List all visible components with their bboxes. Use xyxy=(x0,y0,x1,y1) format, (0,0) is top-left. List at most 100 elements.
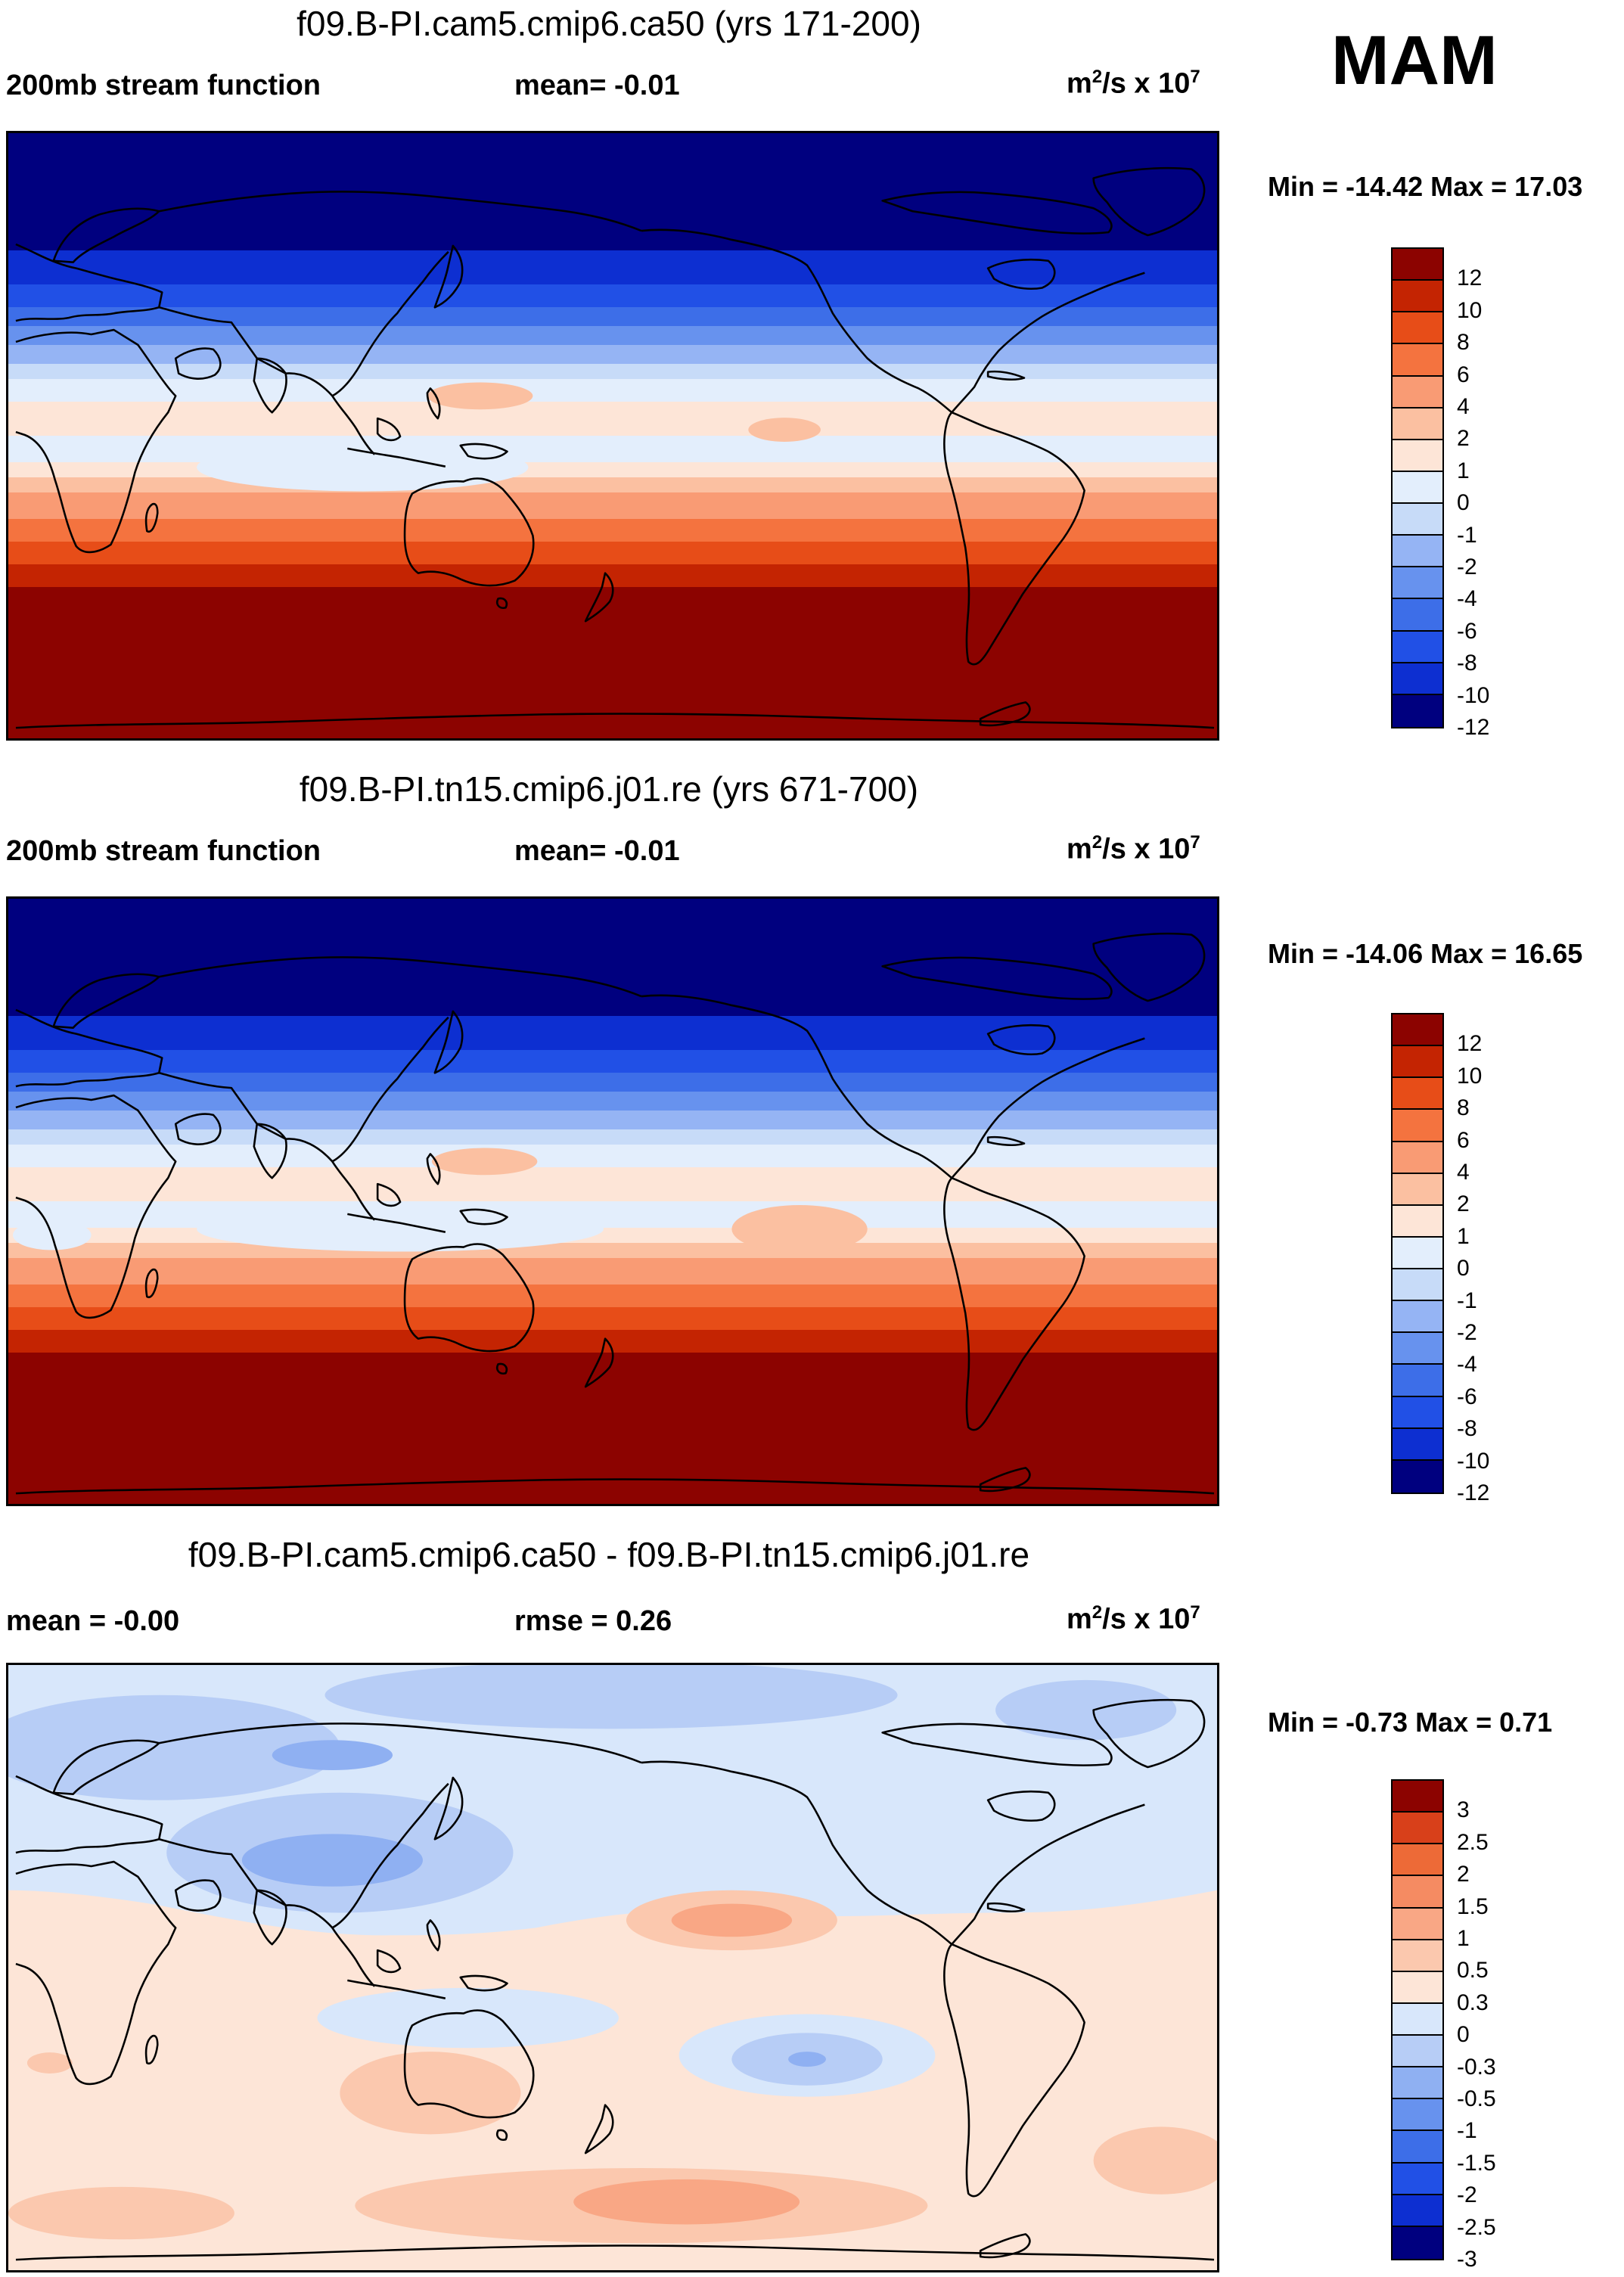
coastline-segment xyxy=(986,370,1026,381)
zonal-band xyxy=(8,1039,1217,1043)
panel1-bands xyxy=(8,133,1217,738)
zonal-band xyxy=(8,1489,1217,1493)
panel1-colorbar xyxy=(1391,247,1444,728)
colorbar-tick-label: 0 xyxy=(1457,490,1470,516)
units-mid: /s x 10 xyxy=(1102,1603,1191,1636)
panel2-colorbar xyxy=(1391,1013,1444,1494)
zonal-band xyxy=(8,345,1217,349)
zonal-band xyxy=(8,477,1217,482)
colorbar-swatch xyxy=(1393,1876,1442,1909)
colorbar-tick-label: -10 xyxy=(1457,1448,1490,1474)
zonal-band xyxy=(8,451,1217,455)
zonal-band xyxy=(8,940,1217,945)
units-base: m xyxy=(1067,1603,1092,1636)
zonal-band xyxy=(8,409,1217,414)
colorbar-tick-label: -12 xyxy=(1457,715,1490,740)
coastline-segment xyxy=(331,1927,376,1987)
coastline-segment xyxy=(15,328,177,554)
coastline-segment xyxy=(426,1153,441,1185)
zonal-band xyxy=(8,1300,1217,1304)
zonal-band xyxy=(8,277,1217,281)
zonal-band xyxy=(8,1443,1217,1448)
zonal-band xyxy=(8,243,1217,247)
zonal-band xyxy=(8,383,1217,387)
coastline-segment xyxy=(253,1123,287,1179)
coastline-segment xyxy=(331,1160,376,1221)
zonal-band xyxy=(8,1171,1217,1176)
panel1-mean-label: mean= -0.01 xyxy=(514,70,680,101)
zonal-band xyxy=(8,914,1217,918)
zonal-band xyxy=(8,1167,1217,1172)
zonal-band xyxy=(8,1175,1217,1179)
panel3-blob-greenland xyxy=(995,1679,1177,1741)
zonal-band xyxy=(8,167,1217,172)
coastline-segment xyxy=(174,1879,222,1912)
panel1-title: f09.B-PI.cam5.cmip6.ca50 (yrs 171-200) xyxy=(297,4,921,43)
zonal-band xyxy=(8,1095,1217,1100)
zonal-band xyxy=(8,405,1217,410)
zonal-band xyxy=(8,235,1217,240)
zonal-band xyxy=(8,201,1217,206)
coastline-segment xyxy=(15,713,1215,729)
zonal-band xyxy=(8,1042,1217,1047)
zonal-band xyxy=(8,1228,1217,1232)
zonal-band xyxy=(8,1345,1217,1350)
coastline-segment xyxy=(426,387,441,420)
zonal-band xyxy=(8,561,1217,565)
panel1-blob-central-pos xyxy=(748,418,821,442)
colorbar-swatch xyxy=(1393,1940,1442,1972)
colorbar-tick-label: 10 xyxy=(1457,297,1483,323)
colorbar-swatch xyxy=(1393,1301,1442,1334)
zonal-band xyxy=(8,1073,1217,1077)
zonal-band xyxy=(8,1247,1217,1251)
zonal-band xyxy=(8,387,1217,391)
zonal-band xyxy=(8,1387,1217,1391)
zonal-band xyxy=(8,250,1217,255)
zonal-band xyxy=(8,617,1217,622)
zonal-band xyxy=(8,982,1217,986)
zonal-band xyxy=(8,678,1217,682)
panel1-coastlines xyxy=(15,166,1215,729)
zonal-band xyxy=(8,682,1217,686)
coastline-segment xyxy=(144,2034,159,2065)
zonal-band xyxy=(8,1285,1217,1289)
coastline-segment xyxy=(1092,932,1206,1002)
zonal-band xyxy=(8,500,1217,505)
panel2-blob-indian-neg xyxy=(197,1206,604,1252)
zonal-band xyxy=(8,1061,1217,1066)
zonal-band xyxy=(8,1035,1217,1039)
zonal-band xyxy=(8,1118,1217,1123)
zonal-band xyxy=(8,337,1217,342)
coastline-segment xyxy=(347,447,446,468)
zonal-band xyxy=(8,1232,1217,1236)
coastline-segment xyxy=(158,1016,449,1163)
colorbar-tick-label: 4 xyxy=(1457,1160,1470,1185)
zonal-band xyxy=(8,224,1217,228)
zonal-band xyxy=(8,1447,1217,1452)
colorbar-swatch xyxy=(1393,2099,1442,2132)
colorbar-swatch xyxy=(1393,663,1442,695)
colorbar-swatch xyxy=(1393,1781,1442,1813)
zonal-band xyxy=(8,262,1217,266)
colorbar-tick-label: 6 xyxy=(1457,362,1470,387)
colorbar-tick-label: 1 xyxy=(1457,1223,1470,1249)
zonal-band xyxy=(8,1194,1217,1198)
colorbar-tick-label: 2 xyxy=(1457,426,1470,452)
zonal-band xyxy=(8,527,1217,531)
zonal-band xyxy=(8,1474,1217,1478)
zonal-band xyxy=(8,458,1217,463)
zonal-band xyxy=(8,281,1217,285)
zonal-band xyxy=(8,925,1217,930)
zonal-band xyxy=(8,436,1217,440)
zonal-band xyxy=(8,1092,1217,1096)
zonal-band xyxy=(8,648,1217,652)
colorbar-swatch xyxy=(1393,1908,1442,1940)
colorbar-tick-label: -6 xyxy=(1457,618,1477,644)
coastline-segment xyxy=(158,956,642,998)
zonal-band xyxy=(8,1024,1217,1028)
zonal-band xyxy=(8,1126,1217,1130)
zonal-band xyxy=(8,239,1217,244)
units-sup2: 7 xyxy=(1190,832,1200,853)
zonal-band xyxy=(8,1205,1217,1210)
colorbar-tick-label: 0 xyxy=(1457,2022,1470,2048)
